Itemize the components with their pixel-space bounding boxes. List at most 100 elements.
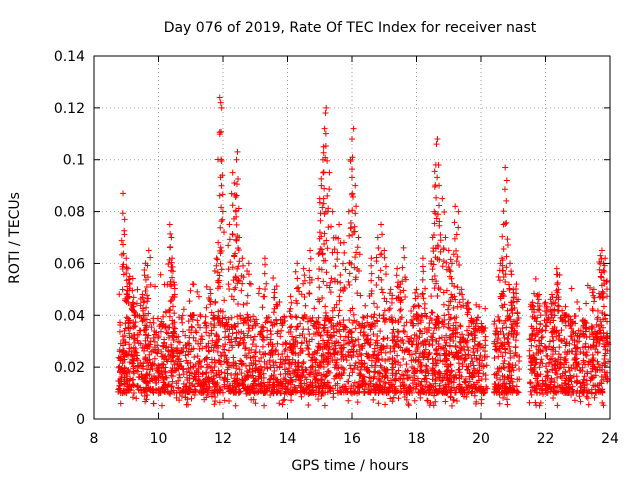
data-point (194, 317, 201, 324)
data-point (117, 389, 124, 396)
data-point (320, 169, 327, 176)
data-point (598, 247, 605, 254)
data-point (357, 371, 364, 378)
y-tick-label: 0.1 (63, 153, 85, 169)
data-point (464, 337, 471, 344)
data-point (452, 343, 459, 350)
data-point (416, 327, 423, 334)
data-point (400, 340, 407, 347)
x-tick-label: 10 (150, 431, 168, 447)
data-point (304, 345, 311, 352)
data-point (535, 296, 542, 303)
data-point (554, 281, 561, 288)
data-point (226, 236, 233, 243)
data-point (255, 290, 262, 297)
data-point (408, 334, 415, 341)
data-point (503, 197, 510, 204)
data-point (429, 266, 436, 273)
data-point (134, 357, 141, 364)
data-point (432, 321, 439, 328)
data-point (434, 174, 441, 181)
data-point (455, 360, 462, 367)
data-point (242, 362, 249, 369)
data-point (508, 271, 515, 278)
data-point (295, 367, 302, 374)
data-point (163, 329, 170, 336)
data-point (225, 242, 232, 249)
data-point (459, 331, 466, 338)
data-point (483, 383, 490, 390)
data-point (270, 274, 277, 281)
data-point (249, 341, 256, 348)
data-point (234, 313, 241, 320)
data-point (445, 324, 452, 331)
data-point (380, 311, 387, 318)
data-point (349, 369, 356, 376)
data-point (167, 230, 174, 237)
data-point (460, 335, 467, 342)
data-point (333, 323, 340, 330)
data-point (401, 254, 408, 261)
data-point (446, 316, 453, 323)
data-point (420, 268, 427, 275)
data-point (346, 372, 353, 379)
data-point (470, 349, 477, 356)
data-point (377, 328, 384, 335)
data-point (496, 277, 503, 284)
data-point (185, 318, 192, 325)
data-point (254, 389, 261, 396)
data-point (154, 367, 161, 374)
data-point (434, 293, 441, 300)
data-point (368, 357, 375, 364)
data-point (601, 355, 608, 362)
data-point (250, 385, 257, 392)
data-point (233, 221, 240, 228)
data-point (141, 392, 148, 399)
y-axis-label: ROTI / TECUs (7, 192, 23, 284)
data-point (345, 397, 352, 404)
data-point (322, 303, 329, 310)
data-point (225, 281, 232, 288)
data-point (395, 284, 402, 291)
data-point (436, 182, 443, 189)
data-point (415, 380, 422, 387)
data-point (228, 293, 235, 300)
x-axis-label: GPS time / hours (291, 458, 408, 474)
data-point (590, 298, 597, 305)
data-point (415, 302, 422, 309)
data-point (235, 300, 242, 307)
data-point (295, 284, 302, 291)
data-point (303, 367, 310, 374)
data-point (300, 265, 307, 272)
data-point (305, 346, 312, 353)
data-point (152, 375, 159, 382)
data-point (453, 374, 460, 381)
data-point (176, 371, 183, 378)
data-point (120, 241, 127, 248)
data-point (362, 302, 369, 309)
data-point (350, 125, 357, 132)
data-point (123, 264, 130, 271)
data-point (466, 323, 473, 330)
data-point (462, 379, 469, 386)
data-point (402, 276, 409, 283)
data-point (209, 359, 216, 366)
data-point (320, 356, 327, 363)
data-point (346, 232, 353, 239)
data-point (370, 300, 377, 307)
data-point (163, 374, 170, 381)
data-point (195, 293, 202, 300)
data-point (315, 275, 322, 282)
data-point (347, 365, 354, 372)
data-point (241, 334, 248, 341)
data-point (435, 319, 442, 326)
data-point (142, 288, 149, 295)
data-point (342, 266, 349, 273)
data-point (499, 233, 506, 240)
data-point (226, 285, 233, 292)
data-point (508, 268, 515, 275)
data-point (504, 401, 511, 408)
data-point (553, 271, 560, 278)
data-point (447, 314, 454, 321)
data-point (328, 275, 335, 282)
